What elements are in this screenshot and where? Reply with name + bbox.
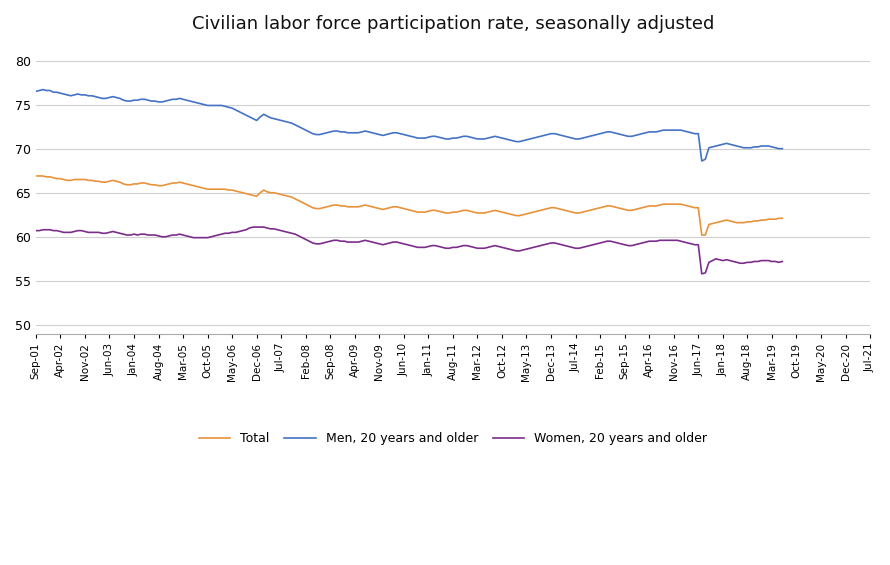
- Line: Men, 20 years and older: Men, 20 years and older: [36, 90, 782, 161]
- Line: Women, 20 years and older: Women, 20 years and older: [36, 227, 782, 274]
- Title: Civilian labor force participation rate, seasonally adjusted: Civilian labor force participation rate,…: [191, 15, 714, 33]
- Legend: Total, Men, 20 years and older, Women, 20 years and older: Total, Men, 20 years and older, Women, 2…: [194, 427, 712, 450]
- Line: Total: Total: [36, 176, 782, 235]
